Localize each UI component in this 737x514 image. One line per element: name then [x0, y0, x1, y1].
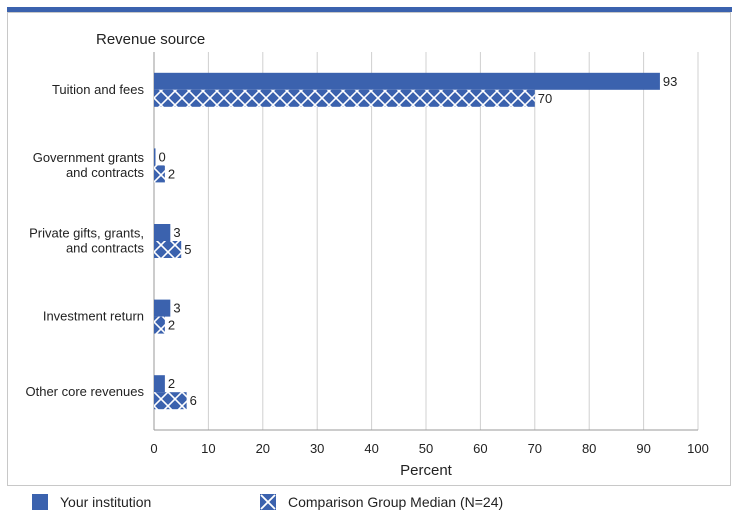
data-label: 93 [663, 74, 677, 89]
x-tick-label: 90 [636, 441, 650, 456]
x-tick-label: 0 [150, 441, 157, 456]
data-label: 2 [168, 376, 175, 391]
bar-comparison-median [154, 241, 182, 258]
bar-comparison-median [154, 89, 535, 107]
bar-your-institution [154, 72, 660, 90]
bar-your-institution [154, 375, 165, 393]
bar-your-institution [154, 224, 171, 241]
legend-item-your-institution: Your institution [32, 494, 151, 510]
data-label: 70 [538, 91, 552, 106]
category-label: Other core revenues [25, 384, 144, 399]
x-tick-label: 60 [473, 441, 487, 456]
x-tick-label: 50 [419, 441, 433, 456]
category-label: Investment return [43, 309, 144, 324]
y-axis-title: Revenue source [96, 31, 205, 48]
x-tick-label: 30 [310, 441, 324, 456]
data-label: 6 [190, 393, 197, 408]
bar-comparison-median [154, 392, 187, 410]
bar-comparison-median [154, 165, 165, 183]
data-label: 3 [173, 225, 180, 240]
x-tick-label: 40 [364, 441, 378, 456]
x-tick-label: 80 [582, 441, 596, 456]
x-tick-label: 10 [201, 441, 215, 456]
legend-swatch-crosshatch [260, 494, 276, 510]
legend-label-your-institution: Your institution [60, 494, 152, 510]
data-label: 5 [184, 242, 191, 257]
category-label: Private gifts, grants, [29, 226, 144, 241]
data-label: 0 [159, 149, 166, 164]
header-accent-bar [7, 7, 732, 12]
chart-legend: Your institution Comparison Group Median… [0, 488, 737, 514]
legend-label-comparison-median: Comparison Group Median (N=24) [288, 494, 504, 510]
x-tick-label: 100 [687, 441, 709, 456]
category-label: and contracts [66, 241, 145, 256]
data-label: 2 [168, 318, 175, 333]
legend-swatch-solid [32, 494, 48, 510]
bar-your-institution [154, 299, 171, 317]
bar-comparison-median [154, 316, 165, 334]
category-label: Government grants [33, 150, 145, 165]
x-tick-label: 20 [256, 441, 270, 456]
x-axis-title: Percent [400, 462, 453, 479]
data-label: 2 [168, 166, 175, 181]
category-label: and contracts [66, 165, 145, 180]
legend-item-comparison-median: Comparison Group Median (N=24) [260, 494, 503, 510]
data-label: 3 [173, 301, 180, 316]
x-tick-label: 70 [528, 441, 542, 456]
category-label: Tuition and fees [52, 82, 145, 97]
bar-your-institution [154, 148, 156, 166]
